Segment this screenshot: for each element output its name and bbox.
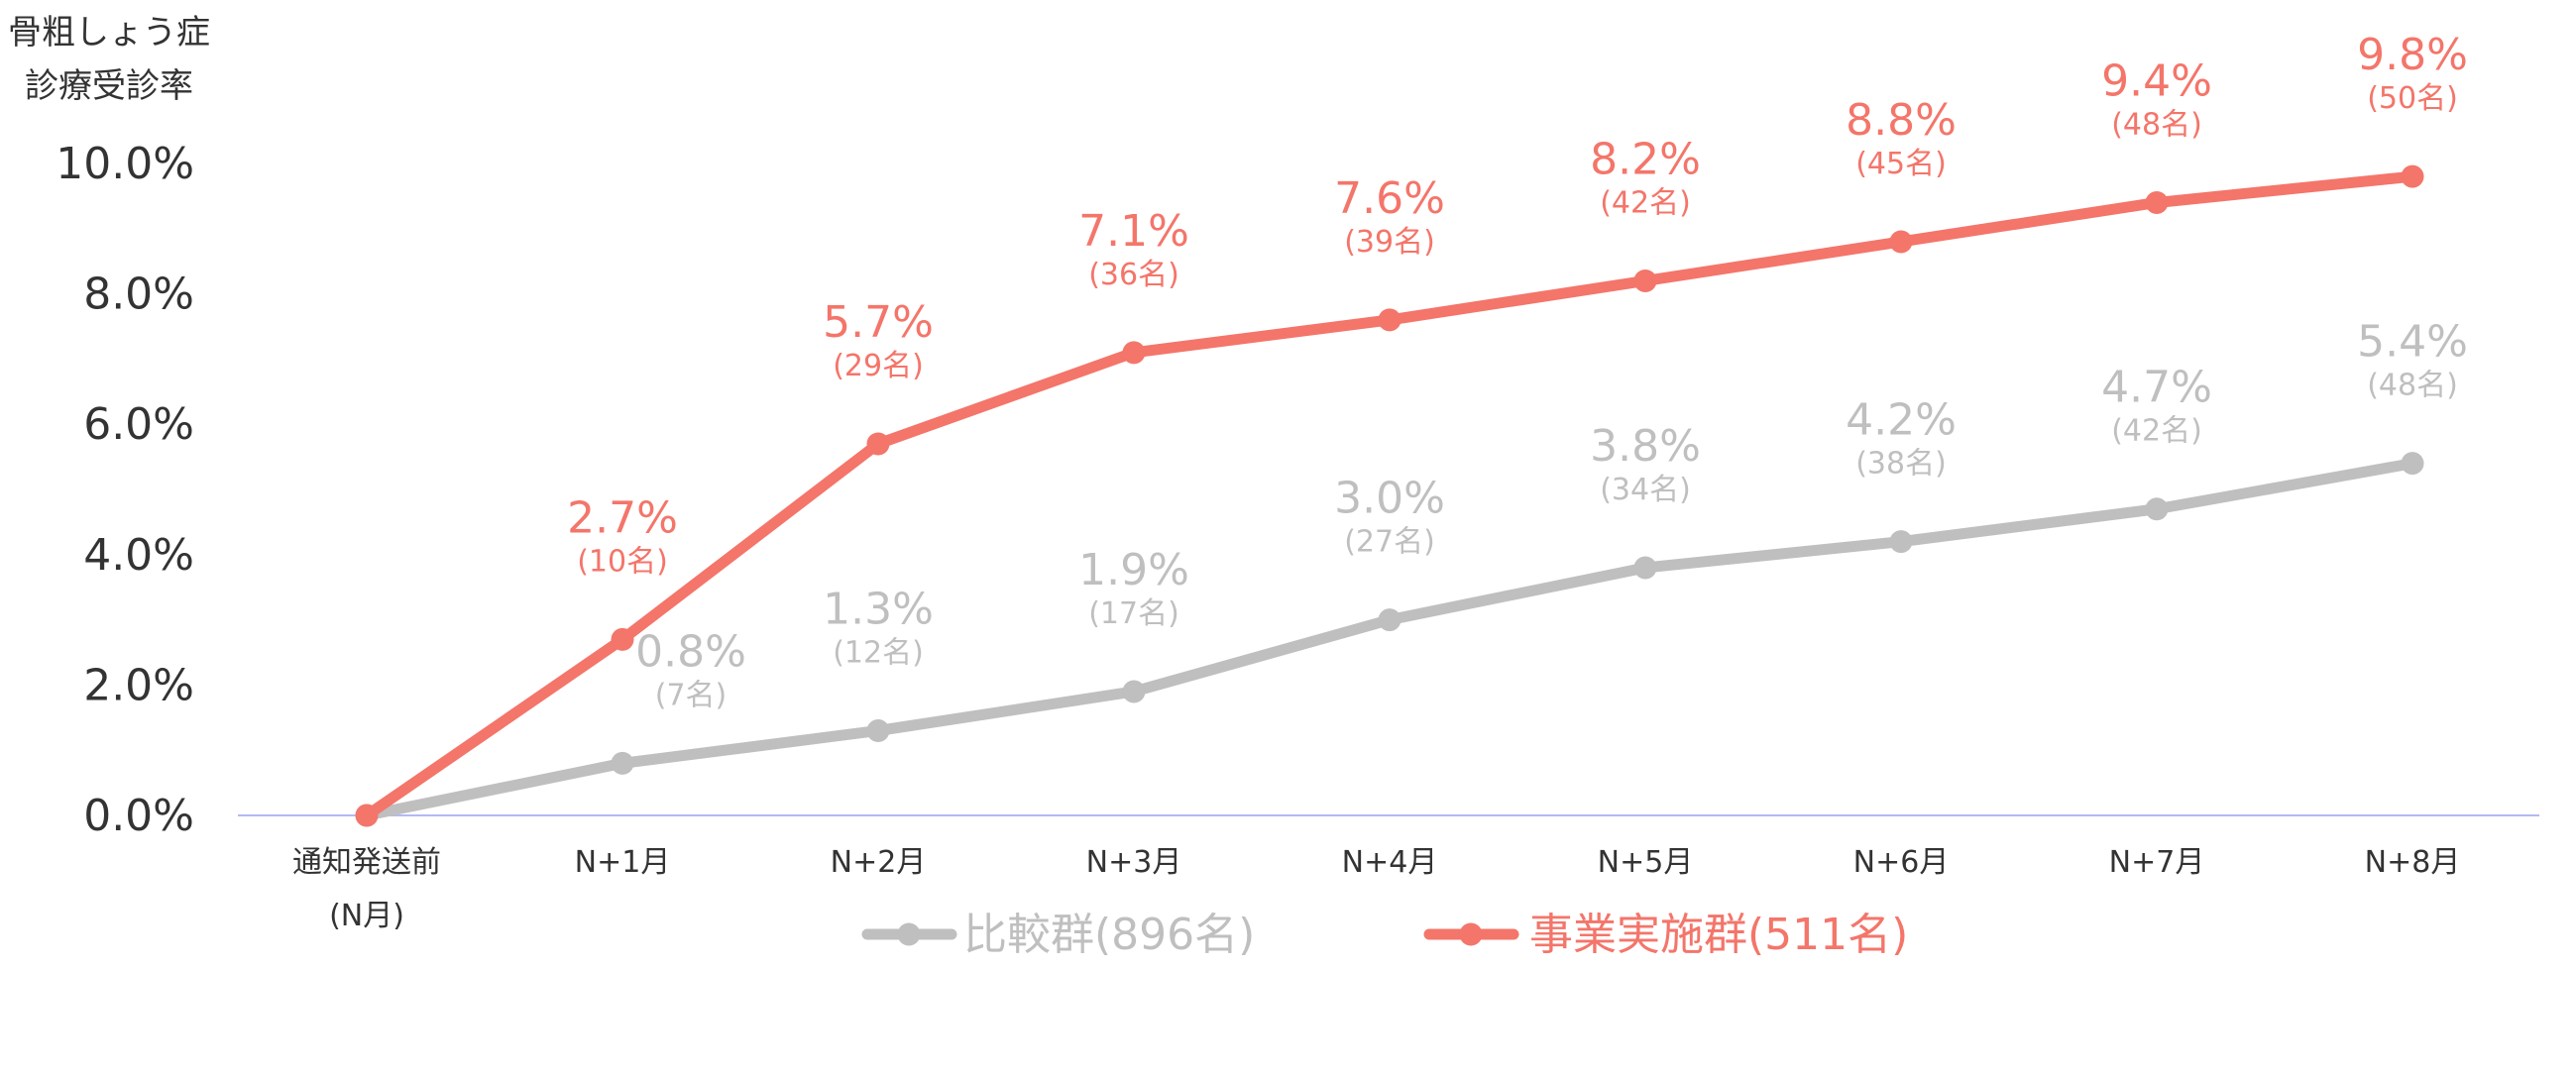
y-tick-label: 4.0% bbox=[83, 530, 194, 581]
legend-label: 事業実施群(511名) bbox=[1529, 910, 1908, 960]
data-count-label: (29名) bbox=[833, 349, 924, 383]
data-count-label: (17名) bbox=[1088, 596, 1179, 631]
data-value-label: 3.8% bbox=[1590, 421, 1701, 472]
y-tick-label: 10.0% bbox=[56, 139, 194, 189]
data-point bbox=[866, 432, 890, 456]
data-value-label: 8.2% bbox=[1590, 134, 1701, 184]
x-tick-label: 通知発送前 bbox=[292, 845, 441, 880]
data-value-label: 7.6% bbox=[1334, 173, 1445, 224]
data-count-label: (42名) bbox=[2111, 414, 2202, 449]
x-tick-label: N+6月 bbox=[1853, 845, 1950, 880]
data-value-label: 5.7% bbox=[823, 297, 934, 348]
data-value-label: 9.8% bbox=[2357, 30, 2468, 80]
data-point bbox=[2401, 164, 2424, 188]
data-count-label: (7名) bbox=[655, 678, 728, 712]
data-point bbox=[2145, 190, 2169, 214]
data-point bbox=[355, 804, 379, 827]
data-value-label: 4.2% bbox=[1846, 395, 1957, 446]
x-tick-label: N+4月 bbox=[1342, 845, 1438, 880]
data-point bbox=[1378, 308, 1401, 332]
legend-label: 比較群(896名) bbox=[963, 910, 1255, 960]
data-count-label: (39名) bbox=[1344, 225, 1435, 260]
legend-swatch-marker bbox=[897, 922, 921, 946]
data-count-label: (36名) bbox=[1088, 258, 1179, 292]
data-count-label: (45名) bbox=[1855, 147, 1947, 181]
data-count-label: (27名) bbox=[1344, 525, 1435, 560]
data-value-label: 7.1% bbox=[1078, 206, 1189, 257]
data-count-label: (50名) bbox=[2367, 81, 2458, 116]
data-count-label: (38名) bbox=[1855, 447, 1947, 482]
x-tick-label: N+7月 bbox=[2109, 845, 2205, 880]
y-tick-label: 8.0% bbox=[83, 269, 194, 320]
data-value-label: 0.8% bbox=[635, 626, 746, 677]
data-count-label: (48名) bbox=[2111, 107, 2202, 142]
x-tick-label: N+5月 bbox=[1598, 845, 1694, 880]
y-tick-label: 6.0% bbox=[83, 399, 194, 450]
data-count-label: (48名) bbox=[2367, 369, 2458, 403]
x-tick-label: (N月) bbox=[329, 899, 404, 933]
y-tick-label: 2.0% bbox=[83, 660, 194, 710]
data-point bbox=[2401, 452, 2424, 476]
data-point bbox=[611, 627, 634, 651]
data-value-label: 1.9% bbox=[1078, 545, 1189, 595]
legend-swatch-marker bbox=[1459, 922, 1483, 946]
data-point bbox=[1122, 680, 1146, 703]
y-axis-title-line: 骨粗しょう症 bbox=[8, 13, 210, 53]
data-count-label: (42名) bbox=[1600, 185, 1691, 220]
data-point bbox=[2145, 497, 2169, 521]
data-value-label: 8.8% bbox=[1846, 95, 1957, 146]
data-point bbox=[1633, 556, 1657, 580]
data-point bbox=[1378, 608, 1401, 632]
x-tick-label: N+3月 bbox=[1086, 845, 1182, 880]
data-value-label: 3.0% bbox=[1334, 474, 1445, 524]
data-value-label: 4.7% bbox=[2101, 363, 2212, 413]
data-value-label: 1.3% bbox=[823, 584, 934, 634]
data-point bbox=[611, 751, 634, 775]
data-point bbox=[1889, 530, 1913, 554]
data-count-label: (12名) bbox=[833, 635, 924, 670]
data-point bbox=[1122, 341, 1146, 365]
x-tick-label: N+8月 bbox=[2365, 845, 2461, 880]
y-axis-title-line: 診療受診率 bbox=[25, 66, 193, 106]
data-point bbox=[866, 718, 890, 742]
data-value-label: 2.7% bbox=[567, 492, 678, 543]
data-point bbox=[1889, 230, 1913, 254]
data-point bbox=[1633, 269, 1657, 292]
x-tick-label: N+2月 bbox=[831, 845, 927, 880]
data-count-label: (34名) bbox=[1600, 473, 1691, 507]
data-count-label: (10名) bbox=[577, 544, 668, 579]
data-value-label: 5.4% bbox=[2357, 317, 2468, 368]
x-tick-label: N+1月 bbox=[575, 845, 671, 880]
y-tick-label: 0.0% bbox=[83, 791, 194, 841]
data-value-label: 9.4% bbox=[2101, 55, 2212, 106]
